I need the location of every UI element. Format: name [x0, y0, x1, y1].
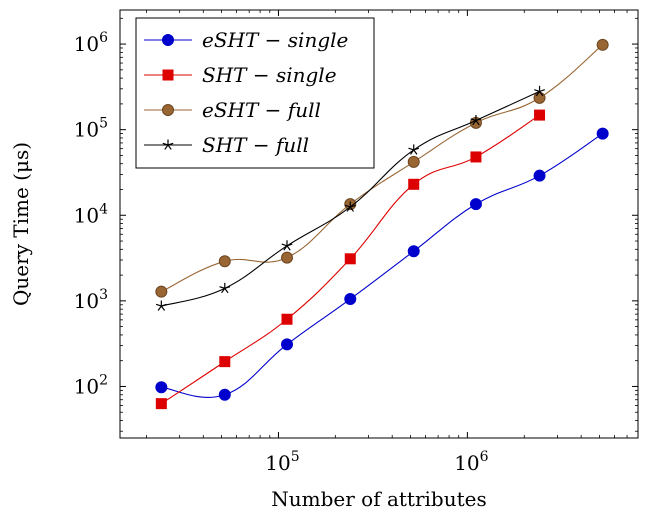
data-point: [344, 293, 357, 306]
data-point: [155, 300, 167, 311]
data-point: [281, 338, 294, 351]
data-point: [470, 151, 482, 163]
data-point: [344, 201, 356, 212]
y-tick-label: 104: [74, 201, 108, 227]
series-line: [161, 133, 603, 398]
plot-frame: [119, 9, 639, 439]
series-0: [155, 127, 609, 401]
legend-item: SHT − full: [144, 133, 309, 157]
data-point: [155, 285, 168, 298]
data-point: [344, 253, 356, 265]
legend-item: SHT − single: [144, 63, 337, 87]
legend-label: eSHT − full: [202, 98, 321, 122]
data-point: [281, 251, 294, 264]
data-point: [281, 240, 293, 251]
y-tick-label: 103: [74, 287, 108, 313]
series-3: [155, 85, 545, 311]
y-axis-label: Query Time (μs): [9, 142, 33, 306]
data-point: [407, 245, 420, 258]
data-point: [218, 255, 231, 268]
legend-marker: [162, 139, 174, 150]
series-1: [155, 109, 546, 410]
data-point: [596, 38, 609, 51]
legend-label: SHT − single: [202, 63, 337, 87]
data-point: [155, 398, 167, 410]
major-ticks: [120, 10, 638, 438]
legend-label: eSHT − single: [202, 28, 348, 52]
data-point: [596, 127, 609, 140]
data-point: [470, 114, 482, 126]
data-point: [281, 313, 293, 325]
legend-marker: [162, 34, 174, 46]
legend-marker: [162, 69, 174, 81]
y-tick-label: 105: [74, 116, 108, 142]
data-point: [533, 91, 546, 104]
data-point: [218, 388, 231, 401]
legend-item: eSHT − full: [144, 98, 321, 122]
data-point: [407, 155, 420, 168]
data-point: [219, 356, 231, 368]
data-point: [533, 169, 546, 182]
minor-ticks: [120, 10, 638, 438]
legend-box: [135, 17, 375, 169]
legend-item: eSHT − single: [144, 28, 348, 52]
x-tick-label: 106: [454, 449, 488, 475]
legend-label: SHT − full: [202, 133, 309, 157]
data-point: [408, 178, 420, 190]
y-tick-label: 102: [74, 372, 108, 398]
data-point: [219, 282, 231, 294]
legend: eSHT − single SHT − single eSHT − full SHT …: [135, 17, 375, 169]
x-tick-label: 105: [265, 449, 299, 475]
y-tick-label: 106: [74, 30, 108, 56]
data-point: [408, 144, 420, 155]
data-point: [534, 85, 545, 97]
data-point: [469, 198, 482, 211]
series-layer: [155, 38, 609, 410]
data-point: [534, 109, 546, 121]
data-point: [155, 381, 168, 394]
legend-marker: [162, 104, 174, 116]
x-axis-label: Number of attributes: [271, 487, 486, 511]
